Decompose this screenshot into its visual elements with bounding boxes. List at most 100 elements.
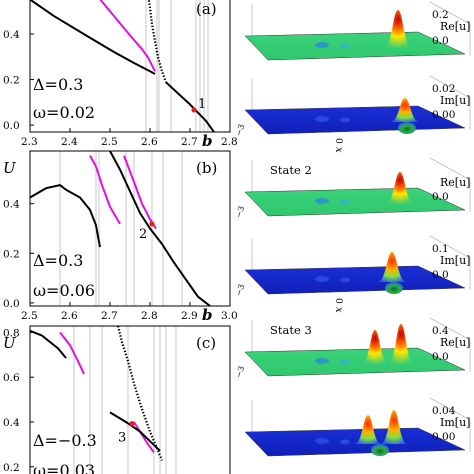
x-tick-label: 2.8 <box>141 310 158 322</box>
surface-box-frame <box>251 397 471 452</box>
surface-plot-5: 0.4 0.0 Re[u] State 3 −3 <box>234 317 471 379</box>
branch-unstable-line <box>89 155 121 225</box>
y-tick-label: −3 <box>234 205 246 219</box>
x-tick-label: 2.9 <box>181 310 198 322</box>
component-label: Im[u] <box>440 254 470 267</box>
x-tick-label: 2.6 <box>61 310 78 322</box>
z-tick-label: 0.4 <box>432 325 449 337</box>
branch-stable-line <box>109 151 211 306</box>
y-tick-label: 0.2 <box>3 462 20 474</box>
y-tick-label: 0.0 <box>3 298 20 310</box>
panel-tag: (a) <box>196 0 217 18</box>
x-tick-label: 3.0 <box>221 310 238 322</box>
omega-label: ω=0.06 <box>33 281 95 300</box>
z-tick-label: 0.02 <box>432 83 455 95</box>
y-axis-label: U <box>3 334 17 352</box>
surface-negative-lobe <box>385 282 403 294</box>
surface-plot-4: 0.1 0.0 Im[u] −3 0 x <box>234 235 471 313</box>
branch-unstable-line <box>59 331 85 375</box>
state-label: State 2 <box>270 163 312 177</box>
delta-label: Δ=0.3 <box>33 251 83 270</box>
surface-peak <box>378 252 406 282</box>
surface-plane <box>244 187 466 217</box>
panel-1: 1 0.0 0.2 0.4 2.3 2.4 2.5 2.6 2.7 2.8 b (a) Δ=0.3 ω=0… <box>3 0 238 150</box>
surface-plane <box>244 265 466 295</box>
y-axis-label: U <box>3 159 17 177</box>
y-tick-label: 0.6 <box>3 372 20 384</box>
surface-peak <box>355 415 381 444</box>
panel-tag: (b) <box>196 159 217 177</box>
surface-peak <box>386 172 414 204</box>
surface-plot-3: 0.0 Re[u] State 2 −3 <box>234 157 470 219</box>
x-axis-label: x <box>333 307 344 313</box>
surface-dip <box>340 117 350 123</box>
panel-frame <box>29 325 231 474</box>
delta-label: Δ=0.3 <box>33 75 83 94</box>
delta-label: Δ=−0.3 <box>33 431 97 450</box>
y-tick-label: 0.0 <box>3 120 20 132</box>
surface-dip <box>340 277 350 283</box>
state-marker <box>191 107 197 113</box>
panel-frame <box>29 150 231 307</box>
z-tick-label: 0.1 <box>432 243 449 255</box>
z-tick-label: 0.2 <box>432 9 449 21</box>
omega-label: ω=0.03 <box>33 461 95 474</box>
branch-unstable-line <box>123 155 157 230</box>
x-tick-label: 2.5 <box>21 310 38 322</box>
branch-dotted-line <box>147 0 168 83</box>
state-label: State 3 <box>270 323 312 337</box>
branch-stable-line <box>30 184 67 199</box>
surface-negative-lobe <box>371 444 389 456</box>
branch-stable-line <box>30 0 156 75</box>
y-tick-label: 0.2 <box>3 75 20 87</box>
surface-peak <box>384 10 412 48</box>
surface-dip <box>315 42 329 48</box>
y-tick-label: 0.2 <box>3 248 20 260</box>
surface-box-frame <box>251 317 471 372</box>
panel-tag: (c) <box>196 334 216 352</box>
x-tick-label: 2.5 <box>101 136 118 148</box>
x-tick-label: 2.7 <box>101 310 118 322</box>
branch-stable-line <box>165 81 215 132</box>
surface-dip <box>340 439 350 445</box>
surface-plane <box>244 427 466 457</box>
y-tick-label: −3 <box>234 283 246 297</box>
surface-dip <box>340 199 350 205</box>
z-tick-label: 0.04 <box>432 405 456 417</box>
surface-plot-6: 0.04 0.00 Im[u] <box>244 397 471 457</box>
branch-stable-line <box>30 329 67 359</box>
x-tick-label: 0 <box>333 138 343 144</box>
x-tick-label: 2.4 <box>61 136 78 148</box>
x-tick-label: 2.3 <box>21 136 38 148</box>
x-tick-label: 2.7 <box>181 136 198 148</box>
z-tick-label: 0.0 <box>432 191 449 203</box>
surface-negative-lobe <box>398 122 416 134</box>
branch-stable-line <box>109 411 161 452</box>
component-label: Im[u] <box>440 416 470 429</box>
z-tick-label: 0.0 <box>432 269 449 281</box>
y-tick-label: 0.8 <box>3 327 20 339</box>
surface-peak <box>391 98 419 122</box>
surface-dip <box>340 359 350 365</box>
surface-box-frame <box>251 235 471 290</box>
panel-frame <box>29 0 231 133</box>
x-axis-label: b <box>202 132 213 150</box>
surface-dip <box>315 358 329 364</box>
branch-stable-line <box>65 188 101 248</box>
state-marker <box>149 221 155 227</box>
state-marker-label: 1 <box>198 97 206 112</box>
x-tick-label: 2.6 <box>141 136 158 148</box>
omega-label: ω=0.02 <box>33 103 95 122</box>
component-label: Im[u] <box>440 94 470 107</box>
surface-peak <box>362 330 388 364</box>
panel-2: 2 0.0 0.2 0.4 2.5 2.6 2.7 2.8 2.9 3.0 b U (b) Δ=0.3 ω=… <box>3 150 238 324</box>
surface-box-frame <box>251 75 471 130</box>
component-label: Re[u] <box>440 20 470 33</box>
panel-3: 3 0.2 0.4 0.6 0.8U (c) Δ=−0.3 ω=0.03 <box>3 325 231 474</box>
surface-peak <box>381 410 407 444</box>
surface-dip <box>315 198 329 204</box>
y-tick-label: 0.4 <box>3 417 20 429</box>
x-tick-label: 0 <box>333 298 343 304</box>
surface-plot-2: 0.02 0.00 Im[u] −3 0 x <box>234 75 471 153</box>
